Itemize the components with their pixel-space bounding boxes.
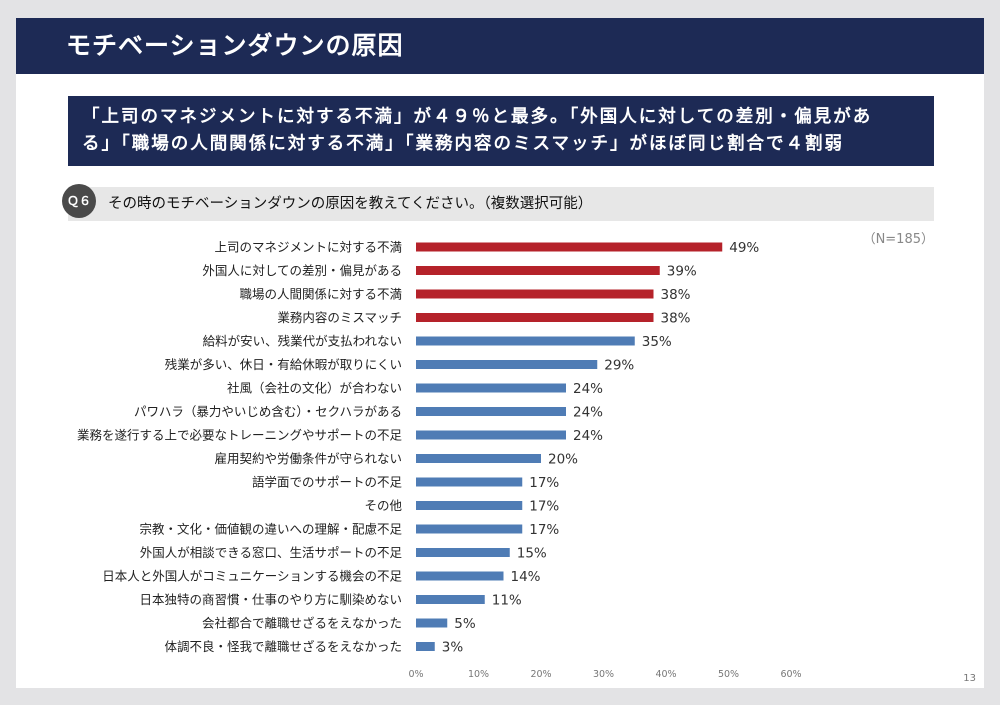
title-bar: モチベーションダウンの原因	[16, 18, 984, 74]
x-tick-label: 30%	[593, 669, 614, 680]
page-title: モチベーションダウンの原因	[66, 31, 404, 60]
bar	[416, 266, 660, 275]
x-tick-label: 40%	[655, 669, 676, 680]
value-label: 38%	[661, 311, 691, 327]
question-bar	[68, 187, 934, 221]
x-tick-label: 60%	[780, 669, 801, 680]
value-label: 17%	[529, 499, 559, 515]
bar	[416, 642, 435, 651]
category-label: 語学面でのサポートの不足	[252, 475, 403, 490]
value-label: 14%	[511, 569, 541, 585]
category-label: 外国人が相談できる窓口、生活サポートの不足	[140, 545, 403, 560]
bar	[416, 360, 598, 369]
category-label: 業務内容のミスマッチ	[277, 310, 402, 325]
category-label: 上司のマネジメントに対する不満	[214, 240, 402, 255]
value-label: 29%	[604, 358, 634, 374]
value-label: 17%	[529, 475, 559, 491]
category-label: その他	[364, 498, 402, 513]
category-label: 会社都合で離職せざるをえなかった	[202, 616, 402, 631]
category-label: 宗教・文化・価値観の違いへの理解・配慮不足	[139, 522, 402, 537]
category-label: 雇用契約や労働条件が守られない	[214, 451, 402, 466]
category-label: 日本人と外国人がコミュニケーションする機会の不足	[102, 569, 402, 584]
value-label: 24%	[573, 381, 603, 397]
bar	[416, 242, 723, 252]
value-label: 3%	[442, 640, 464, 656]
x-tick-label: 20%	[530, 669, 551, 680]
category-label: 職場の人間関係に対する不満	[239, 287, 402, 302]
bar	[416, 571, 504, 581]
bar	[416, 618, 448, 628]
summary-line-1: 「上司のマネジメントに対する不満」が４９％と最多。「外国人に対しての差別・偏見が…	[82, 107, 873, 127]
category-label: 残業が多い、休日・有給休暇が取りにくい	[165, 357, 402, 372]
summary-line-2: る」「職場の人間関係に対する不満」「業務内容のミスマッチ」がほぼ同じ割合で４割弱	[82, 134, 844, 154]
bar	[416, 289, 654, 299]
value-label: 24%	[573, 405, 603, 421]
category-label: パワハラ（暴力やいじめ含む）・セクハラがある	[134, 404, 402, 419]
value-label: 20%	[548, 452, 578, 468]
sample-size-label: （N=185）	[862, 232, 934, 247]
bar	[416, 548, 510, 557]
x-tick-label: 10%	[468, 669, 489, 680]
bar	[416, 454, 541, 463]
value-label: 15%	[517, 546, 547, 562]
category-label: 業務を遂行する上で必要なトレーニングやサポートの不足	[77, 428, 403, 443]
bar	[416, 383, 566, 393]
bar	[416, 501, 523, 510]
x-tick-label: 0%	[408, 669, 423, 680]
slide: モチベーションダウンの原因 「上司のマネジメントに対する不満」が４９％と最多。「…	[16, 18, 984, 688]
category-label: 体調不良・怪我で離職せざるをえなかった	[164, 639, 402, 654]
category-label: 日本独特の商習慣・仕事のやり方に馴染めない	[139, 592, 402, 607]
question-badge: Ｑ６	[62, 184, 96, 218]
value-label: 38%	[661, 287, 691, 303]
value-label: 5%	[454, 616, 476, 632]
value-label: 11%	[492, 593, 522, 609]
bar	[416, 595, 485, 604]
value-label: 17%	[529, 522, 559, 538]
category-label: 外国人に対しての差別・偏見がある	[202, 263, 402, 278]
value-label: 49%	[729, 240, 759, 256]
bar-chart: 上司のマネジメントに対する不満 49% 外国人に対しての差別・偏見がある 39% 職場の…	[77, 240, 802, 681]
bar	[416, 430, 566, 440]
value-label: 35%	[642, 334, 672, 350]
bar	[416, 524, 523, 534]
bar	[416, 477, 523, 487]
bar	[416, 336, 635, 346]
value-label: 39%	[667, 264, 697, 280]
page-number: 13	[963, 673, 976, 684]
category-label: 社風（会社の文化）が合わない	[227, 381, 402, 396]
bar	[416, 313, 654, 322]
question-text: その時のモチベーションダウンの原因を教えてください。（複数選択可能）	[108, 196, 593, 212]
x-tick-label: 50%	[718, 669, 739, 680]
value-label: 24%	[573, 428, 603, 444]
category-label: 給料が安い、残業代が支払われない	[203, 334, 402, 349]
bar	[416, 407, 566, 416]
summary-box: 「上司のマネジメントに対する不満」が４９％と最多。「外国人に対しての差別・偏見が…	[68, 96, 934, 166]
